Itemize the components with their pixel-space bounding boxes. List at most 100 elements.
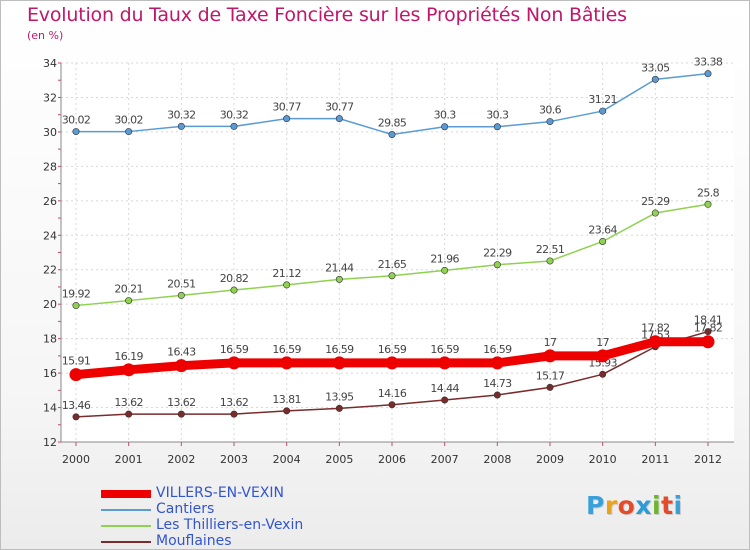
data-point	[441, 266, 449, 274]
data-label: 13.62	[167, 396, 196, 409]
y-tick-label: 24	[43, 229, 57, 242]
data-label: 13.81	[272, 393, 301, 406]
x-tick-label: 2006	[378, 453, 406, 466]
data-point	[441, 123, 449, 131]
data-label: 25.29	[641, 195, 670, 208]
data-point	[230, 410, 238, 418]
data-label: 29.85	[378, 116, 407, 129]
data-label: 17	[596, 336, 609, 349]
data-point	[69, 368, 83, 382]
data-label: 16.59	[430, 343, 459, 356]
legend-label: Cantiers	[156, 501, 215, 517]
data-label: 30.77	[325, 101, 354, 114]
data-point	[125, 128, 133, 136]
data-point	[283, 407, 291, 415]
data-point	[177, 122, 185, 130]
x-tick-label: 2011	[641, 453, 669, 466]
data-label: 30.3	[434, 109, 457, 122]
data-label: 21.96	[430, 252, 459, 265]
data-label: 16.19	[114, 350, 143, 363]
data-point	[596, 349, 610, 363]
data-label: 22.29	[483, 247, 512, 260]
proxiti-logo: Proxiti	[586, 491, 683, 520]
data-label: 18.41	[694, 314, 723, 327]
data-label: 16.59	[220, 343, 249, 356]
legend-label: Mouflaines	[156, 533, 232, 549]
data-label: 33.38	[694, 56, 723, 69]
data-label: 21.12	[272, 267, 301, 280]
data-point	[701, 335, 715, 349]
data-label: 16.59	[378, 343, 407, 356]
x-tick-label: 2004	[273, 453, 301, 466]
data-point	[599, 107, 607, 115]
data-label: 30.6	[539, 104, 562, 117]
data-label: 23.64	[588, 223, 617, 236]
data-label: 30.3	[486, 109, 509, 122]
y-tick-label: 16	[43, 367, 57, 380]
y-tick-label: 22	[43, 264, 57, 277]
chart-title: Evolution du Taux de Taxe Foncière sur l…	[27, 4, 627, 26]
data-point	[546, 383, 554, 391]
data-point	[280, 356, 294, 370]
data-point	[335, 275, 343, 283]
data-point	[72, 413, 80, 421]
y-tick-label: 30	[43, 126, 57, 139]
logo-letter: i	[652, 491, 662, 520]
data-point	[493, 391, 501, 399]
data-label: 25.8	[697, 186, 720, 199]
y-tick-label: 28	[43, 160, 57, 173]
data-point	[388, 272, 396, 280]
data-point	[704, 328, 712, 336]
legend-swatch	[101, 541, 151, 543]
x-tick-label: 2005	[325, 453, 353, 466]
data-point	[227, 356, 241, 370]
data-label: 17	[544, 336, 557, 349]
data-label: 22.51	[536, 243, 565, 256]
data-point	[230, 286, 238, 294]
x-tick-label: 2001	[115, 453, 143, 466]
legend-swatch	[101, 509, 151, 511]
data-point	[388, 401, 396, 409]
data-label: 14.73	[483, 377, 512, 390]
data-label: 21.44	[325, 261, 354, 274]
data-label: 16.59	[483, 343, 512, 356]
data-label: 15.91	[62, 355, 91, 368]
data-point	[283, 281, 291, 289]
x-tick-label: 2002	[167, 453, 195, 466]
data-point	[493, 123, 501, 131]
x-tick-label: 2000	[62, 453, 90, 466]
data-point	[72, 302, 80, 310]
x-tick-label: 2008	[483, 453, 511, 466]
y-tick-label: 12	[43, 436, 57, 449]
data-point	[648, 335, 662, 349]
data-label: 20.51	[167, 277, 196, 290]
data-label: 33.05	[641, 61, 670, 74]
data-label: 16.43	[167, 346, 196, 359]
data-point	[332, 356, 346, 370]
legend-label: VILLERS-EN-VEXIN	[156, 485, 284, 501]
data-point	[599, 370, 607, 378]
x-tick-label: 2012	[694, 453, 722, 466]
data-point	[599, 237, 607, 245]
data-label: 15.17	[536, 369, 565, 382]
y-tick-label: 18	[43, 333, 57, 346]
data-point	[490, 356, 504, 370]
data-label: 17.82	[641, 322, 670, 335]
data-point	[493, 261, 501, 269]
data-point	[385, 356, 399, 370]
logo-letter: P	[586, 491, 605, 520]
logo-letter: x	[635, 491, 652, 520]
data-point	[335, 115, 343, 123]
chart-unit-label: (en %)	[27, 29, 64, 42]
data-label: 30.32	[167, 108, 196, 121]
data-label: 30.02	[62, 114, 91, 127]
y-tick-label: 14	[43, 402, 57, 415]
x-tick-label: 2009	[536, 453, 564, 466]
data-label: 14.44	[430, 382, 459, 395]
logo-letter: i	[673, 491, 683, 520]
data-label: 13.46	[62, 399, 91, 412]
data-label: 17.82	[694, 322, 723, 335]
data-point	[283, 115, 291, 123]
